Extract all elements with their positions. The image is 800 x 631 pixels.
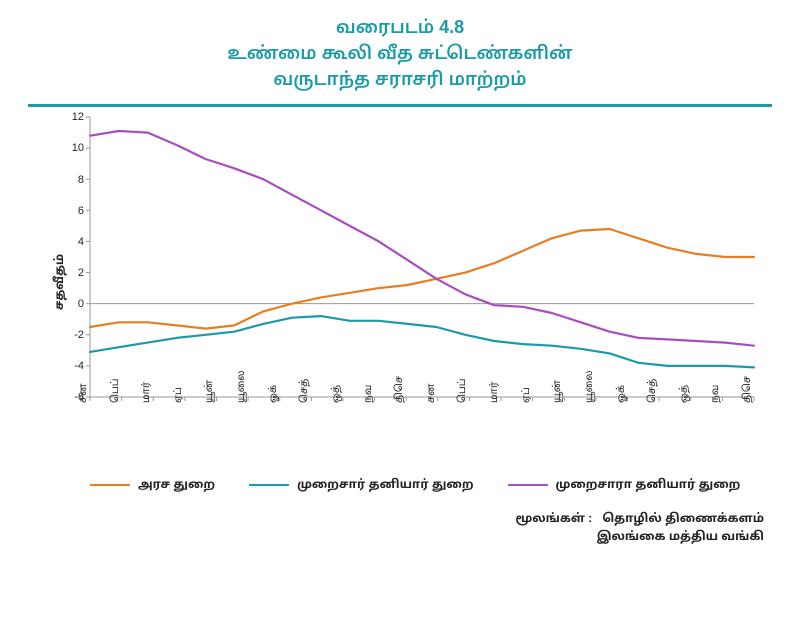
x-tick-label: ஒத்: [330, 385, 343, 403]
y-tick-label: 0: [78, 298, 90, 310]
legend-item: முறைசார் தனியார் துறை: [249, 477, 473, 493]
y-tick-label: 12: [72, 111, 90, 123]
x-tick-label: திசெ: [741, 376, 754, 403]
x-tick-label: செத்: [646, 379, 659, 403]
source-line-1: தொழில் திணைக்களம்: [602, 511, 764, 525]
source-prefix: மூலங்கள் :: [515, 511, 592, 525]
chart-svg: [90, 117, 754, 397]
y-tick-label: 4: [78, 236, 90, 248]
x-tick-label: ஒத்: [678, 385, 691, 403]
source-block: மூலங்கள் : தொழில் திணைக்களம் இலங்கை மத்த…: [0, 509, 764, 545]
x-tick-label: யூலை: [583, 371, 596, 404]
y-axis-label: சதவீதம்: [52, 254, 68, 310]
x-tick-label: யூன்: [203, 380, 216, 403]
chart-plot: -6-4-2024681012சனபெப்மார்ஏப்யூன்யூலைஓக்ச…: [90, 117, 754, 397]
legend-swatch: [508, 484, 548, 486]
y-tick-label: 10: [72, 142, 90, 154]
x-tick-label: சன: [425, 384, 438, 404]
title-line-3: வருடாந்த சராசரி மாற்றம்: [20, 66, 780, 92]
title-line-2: உண்மை கூலி வீத சுட்டெண்களின்: [20, 40, 780, 66]
legend-label: அரச துறை: [138, 477, 215, 493]
chart-frame: சதவீதம் -6-4-2024681012சனபெப்மார்ஏப்யூன்…: [28, 104, 772, 447]
x-tick-label: யூன்: [551, 380, 564, 403]
legend-swatch: [249, 484, 289, 486]
title-line-1: வரைபடம் 4.8: [20, 14, 780, 40]
x-tick-label: நவ: [709, 385, 722, 403]
legend-label: முறைசாரா தனியார் துறை: [556, 477, 741, 493]
y-tick-label: -2: [74, 329, 90, 341]
series-line: [90, 131, 754, 346]
x-tick-label: மார்: [140, 382, 153, 403]
legend-label: முறைசார் தனியார் துறை: [297, 477, 473, 493]
legend-swatch: [90, 484, 130, 486]
x-tick-label: நவ: [362, 385, 375, 403]
x-tick-label: யூலை: [235, 371, 248, 404]
x-tick-label: ஏப்: [520, 387, 533, 403]
x-tick-label: ஏப்: [172, 387, 185, 403]
source-line-2: இலங்கை மத்திய வங்கி: [597, 529, 764, 543]
x-tick-label: மார்: [488, 382, 501, 403]
y-tick-label: 2: [78, 267, 90, 279]
chart-area: சதவீதம் -6-4-2024681012சனபெப்மார்ஏப்யூன்…: [28, 117, 772, 447]
x-tick-label: ஓக்: [267, 385, 280, 403]
y-tick-label: 8: [78, 174, 90, 186]
x-tick-label: பெப்: [109, 379, 122, 404]
x-tick-label: சன: [77, 384, 90, 404]
x-tick-label: திசெ: [393, 376, 406, 403]
y-tick-label: 6: [78, 205, 90, 217]
series-line: [90, 316, 754, 367]
legend-item: அரச துறை: [90, 477, 215, 493]
x-tick-label: செத்: [298, 379, 311, 403]
chart-title-block: வரைபடம் 4.8 உண்மை கூலி வீத சுட்டெண்களின்…: [0, 0, 800, 98]
series-line: [90, 229, 754, 329]
y-tick-label: -4: [74, 360, 90, 372]
x-tick-label: பெப்: [456, 379, 469, 404]
legend-item: முறைசாரா தனியார் துறை: [508, 477, 741, 493]
legend: அரச துறை முறைசார் தனியார் துறை முறைசாரா தன…: [90, 477, 772, 493]
x-tick-label: ஓக்: [615, 385, 628, 403]
